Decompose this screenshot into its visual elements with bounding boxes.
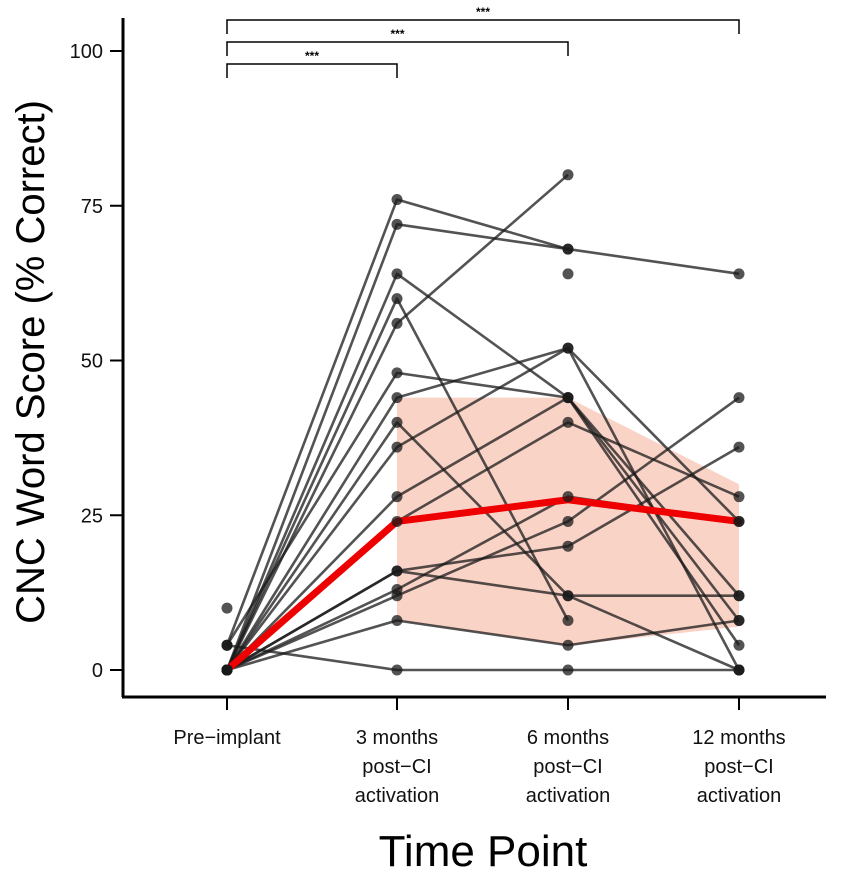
x-tick-label-2-line-1: 3 months — [356, 727, 438, 749]
median-group — [223, 496, 743, 674]
subject-point-10-2 — [391, 491, 403, 503]
subject-point-17-3 — [562, 664, 574, 676]
subject-point-3-2 — [391, 268, 403, 280]
subject-point-10-3 — [562, 392, 574, 404]
x-tick-label-3-line-3: activation — [526, 785, 611, 807]
subject-point-1-4 — [733, 268, 745, 280]
significance-bracket-1 — [226, 63, 398, 78]
y-tick-label-50: 50 — [81, 351, 103, 373]
subject-point-16-3 — [562, 639, 574, 651]
subject-point-16-2 — [391, 614, 403, 626]
subject-point-12-3 — [562, 590, 574, 602]
significance-bracket-3 — [226, 19, 740, 34]
y-tick-label-75: 75 — [81, 196, 103, 218]
y-tick-label-0: 0 — [92, 660, 103, 682]
y-axis-title: CNC Word Score (% Correct) — [9, 100, 53, 624]
subject-line-14 — [226, 396, 740, 672]
axes-group: 0 25 50 75 100 Pre−implant 3 months post−CI acti… — [70, 18, 826, 807]
x-tick-label-3-line-1: 6 months — [527, 727, 609, 749]
x-tick-label-4-line-3: activation — [697, 785, 782, 807]
significance-bracket-2 — [226, 41, 569, 56]
subject-point-11-3 — [562, 416, 574, 428]
subject-point-7-2 — [391, 392, 403, 404]
significance-group: *** *** *** — [226, 5, 740, 78]
subject-line-10 — [226, 396, 741, 671]
significance-label-3: *** — [476, 5, 490, 19]
subject-point-18-1 — [221, 602, 233, 614]
subject-line-16 — [226, 619, 740, 672]
subject-point-4-3 — [562, 614, 574, 626]
x-tick-label-1-line-1: Pre−implant — [173, 727, 281, 749]
subject-point-5-2 — [391, 317, 403, 329]
subject-point-13-2 — [391, 565, 403, 577]
subject-point-2-2 — [391, 194, 403, 206]
subject-point-13-4 — [733, 441, 745, 453]
significance-label-1: *** — [305, 49, 319, 63]
subject-point-8-2 — [391, 416, 403, 428]
subject-point-15-4 — [733, 515, 745, 527]
x-tick-label-3-line-2: post−CI — [533, 756, 602, 778]
subject-point-8-4 — [733, 590, 745, 602]
subject-point-11-4 — [733, 491, 745, 503]
x-tick-label-4-line-1: 12 months — [692, 727, 785, 749]
subject-point-17-2 — [391, 664, 403, 676]
subject-point-16-4 — [733, 614, 745, 626]
subject-point-6-2 — [391, 367, 403, 379]
subject-line-17 — [226, 643, 739, 672]
subject-point-5-3 — [562, 169, 574, 181]
subject-point-1-2 — [391, 218, 403, 230]
x-tick-label-2-line-2: post−CI — [362, 756, 431, 778]
subject-line-1 — [225, 223, 740, 671]
subject-point-14-4 — [733, 392, 745, 404]
subject-point-10-4 — [733, 639, 745, 651]
subject-point-9-2 — [391, 441, 403, 453]
subject-point-11-2 — [391, 515, 403, 527]
x-axis-title: Time Point — [379, 827, 588, 876]
x-tick-label-2-line-3: activation — [355, 785, 440, 807]
y-tick-label-25: 25 — [81, 505, 103, 527]
subject-point-4-2 — [391, 293, 403, 305]
subject-point-19-1 — [562, 268, 574, 280]
subject-point-16-1 — [221, 664, 233, 676]
subject-point-2-3 — [562, 243, 574, 255]
median-line — [223, 496, 743, 674]
subject-line-7 — [225, 346, 740, 671]
x-tick-label-4-line-2: post−CI — [704, 756, 773, 778]
subject-point-17-1 — [221, 639, 233, 651]
significance-label-2: *** — [390, 27, 404, 41]
subject-point-15-2 — [391, 584, 403, 596]
subject-point-17-4 — [733, 664, 745, 676]
subject-point-13-3 — [562, 540, 574, 552]
subject-points-group — [221, 169, 745, 676]
subject-point-15-3 — [562, 491, 574, 503]
y-tick-label-100: 100 — [70, 41, 103, 63]
subject-point-9-3 — [562, 342, 574, 354]
subject-point-14-3 — [562, 515, 574, 527]
